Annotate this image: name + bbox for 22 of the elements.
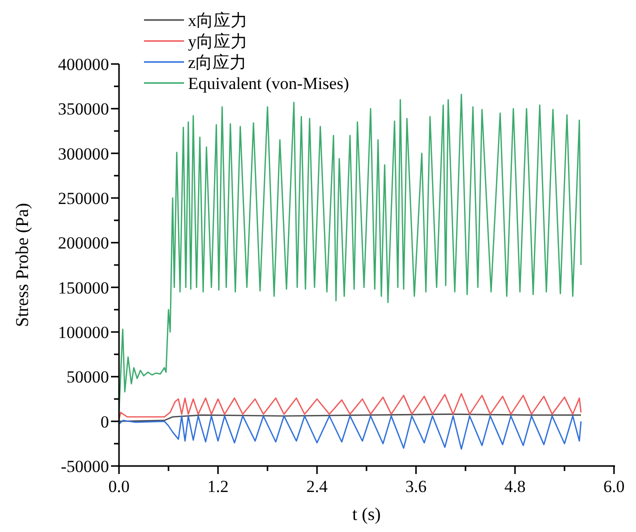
x-tick-label: 1.2 <box>207 477 229 496</box>
legend-label: z向应力 <box>188 53 247 72</box>
y-tick-label: 50000 <box>66 368 109 387</box>
y-tick-label: 400000 <box>58 55 109 74</box>
y-axis-title: Stress Probe (Pa) <box>12 203 32 327</box>
x-axis-title: t (s) <box>352 504 381 524</box>
x-tick-label: 6.0 <box>603 477 625 496</box>
y-tick-label: 300000 <box>58 144 109 164</box>
y-tick-label: 250000 <box>58 189 109 208</box>
legend-label: x向应力 <box>188 11 248 30</box>
x-tick-label: 2.4 <box>306 477 328 496</box>
y-tick-label: -50000 <box>60 457 109 476</box>
y-tick-label: 200000 <box>58 234 109 253</box>
y-tick-label: 150000 <box>58 278 109 298</box>
legend-label: y向应力 <box>188 32 248 51</box>
y-tick-label: 350000 <box>58 100 109 119</box>
legend-label: Equivalent (von-Mises) <box>188 74 349 93</box>
y-tick-label: 0 <box>100 412 109 432</box>
x-tick-label: 3.6 <box>405 477 427 496</box>
y-tick-label: 100000 <box>58 323 109 342</box>
x-tick-label: 4.8 <box>504 477 526 496</box>
x-tick-label: 0.0 <box>108 477 130 496</box>
